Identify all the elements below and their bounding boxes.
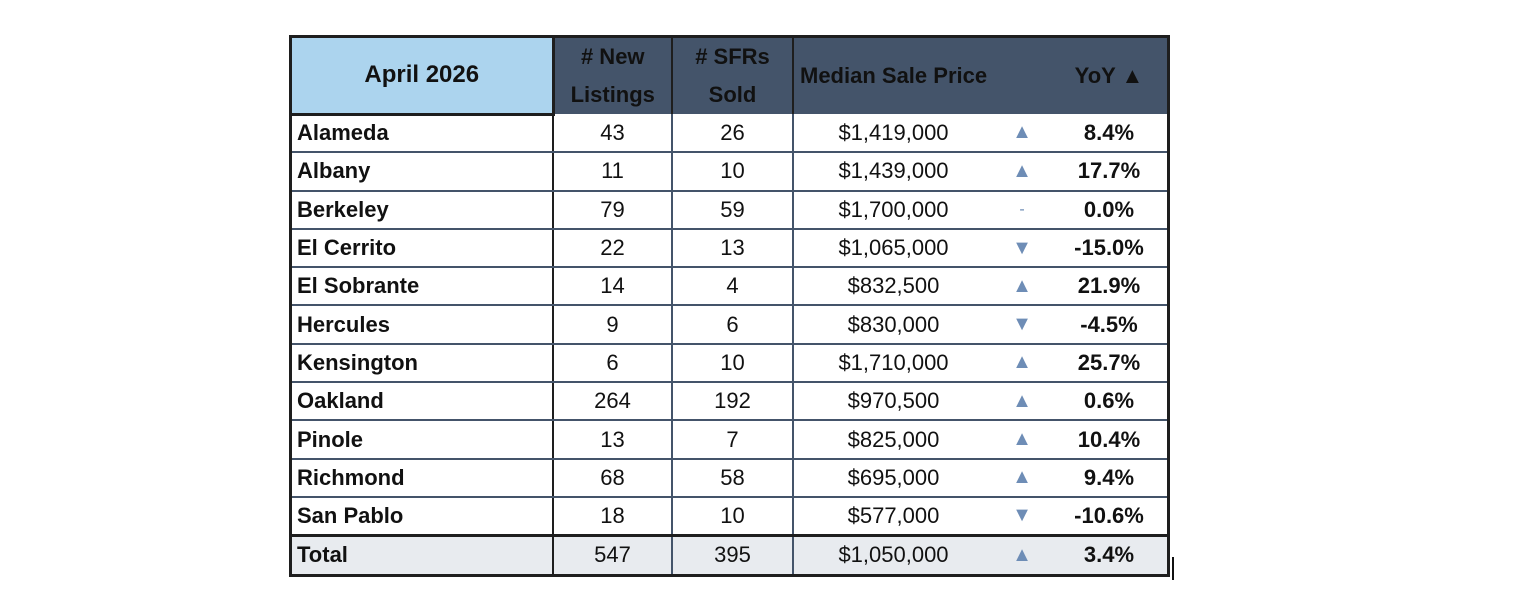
median-price-cell: $1,700,000 <box>793 190 993 230</box>
sfrs-sold-header-line1: # SFRs <box>695 44 770 69</box>
trend-arrow-icon: - <box>993 190 1051 230</box>
trend-arrow-icon: ▲ <box>993 535 1051 574</box>
trend-arrow-icon: ▲ <box>993 114 1051 154</box>
sfrs-sold-cell: 6 <box>672 305 794 345</box>
yoy-cell: 3.4% <box>1051 535 1167 574</box>
sfrs-sold-cell: 26 <box>672 114 794 154</box>
median-price-cell: $830,000 <box>793 305 993 345</box>
new-listings-cell: 9 <box>553 305 673 345</box>
sfrs-sold-header: # SFRs Sold <box>672 38 794 114</box>
trend-arrow-icon: ▼ <box>993 305 1051 345</box>
sfrs-sold-cell: 395 <box>672 535 794 574</box>
new-listings-cell: 547 <box>553 535 673 574</box>
new-listings-cell: 79 <box>553 190 673 230</box>
new-listings-cell: 13 <box>553 420 673 460</box>
new-listings-cell: 68 <box>553 458 673 498</box>
sfrs-sold-cell: 13 <box>672 228 794 269</box>
sfrs-sold-header-line2: Sold <box>708 82 757 107</box>
city-cell: Alameda <box>292 114 554 154</box>
new-listings-header: # New Listings <box>553 38 673 114</box>
yoy-cell: 0.0% <box>1051 190 1167 230</box>
new-listings-cell: 11 <box>553 152 673 192</box>
yoy-cell: 0.6% <box>1051 382 1167 422</box>
city-cell: Oakland <box>292 382 554 422</box>
table-row: Oakland 264 192 $970,500 ▲ 0.6% <box>292 382 1167 422</box>
sfrs-sold-cell: 59 <box>672 190 794 230</box>
city-cell: El Sobrante <box>292 267 554 307</box>
new-listings-cell: 22 <box>553 228 673 269</box>
new-listings-cell: 264 <box>553 382 673 422</box>
new-listings-header-line2: Listings <box>570 82 655 107</box>
text-cursor <box>1172 557 1174 580</box>
yoy-cell: 21.9% <box>1051 267 1167 307</box>
header-row: April 2026 # New Listings # SFRs Sold Me… <box>292 38 1167 116</box>
median-price-cell: $1,419,000 <box>793 114 993 154</box>
table-row: Richmond 68 58 $695,000 ▲ 9.4% <box>292 458 1167 498</box>
median-price-cell: $695,000 <box>793 458 993 498</box>
median-price-cell: $1,439,000 <box>793 152 993 192</box>
period-header: April 2026 <box>292 38 555 116</box>
table-row: Hercules 9 6 $830,000 ▼ -4.5% <box>292 305 1167 345</box>
city-cell: Total <box>292 535 554 574</box>
median-price-cell: $577,000 <box>793 496 993 537</box>
yoy-cell: 9.4% <box>1051 458 1167 498</box>
median-price-cell: $1,050,000 <box>793 535 993 574</box>
city-cell: Pinole <box>292 420 554 460</box>
city-cell: El Cerrito <box>292 228 554 269</box>
table-row: San Pablo 18 10 $577,000 ▼ -10.6% <box>292 496 1167 537</box>
sfrs-sold-cell: 10 <box>672 152 794 192</box>
sfrs-sold-cell: 10 <box>672 343 794 384</box>
median-price-cell: $970,500 <box>793 382 993 422</box>
city-cell: Albany <box>292 152 554 192</box>
new-listings-cell: 18 <box>553 496 673 537</box>
yoy-cell: -15.0% <box>1051 228 1167 269</box>
table-row: Berkeley 79 59 $1,700,000-0.0% <box>292 190 1167 230</box>
trend-arrow-icon: ▲ <box>993 267 1051 307</box>
trend-arrow-icon: ▼ <box>993 496 1051 537</box>
city-cell: Berkeley <box>292 190 554 230</box>
trend-arrow-icon: ▲ <box>993 343 1051 384</box>
new-listings-cell: 43 <box>553 114 673 154</box>
city-cell: San Pablo <box>292 496 554 537</box>
yoy-cell: 25.7% <box>1051 343 1167 384</box>
new-listings-cell: 14 <box>553 267 673 307</box>
city-cell: Hercules <box>292 305 554 345</box>
market-stats-table: April 2026 # New Listings # SFRs Sold Me… <box>289 35 1170 577</box>
new-listings-header-line1: # New <box>580 44 645 69</box>
yoy-cell: -4.5% <box>1051 305 1167 345</box>
table-row: El Cerrito 22 13 $1,065,000 ▼ -15.0% <box>292 228 1167 269</box>
table-row: El Sobrante 14 4 $832,500 ▲ 21.9% <box>292 267 1167 307</box>
table-body: Alameda 43 26 $1,419,000 ▲ 8.4% Albany 11 10 $1,4… <box>292 114 1167 574</box>
sfrs-sold-cell: 58 <box>672 458 794 498</box>
table-row: Alameda 43 26 $1,419,000 ▲ 8.4% <box>292 114 1167 154</box>
median-price-cell: $1,710,000 <box>793 343 993 384</box>
sfrs-sold-cell: 4 <box>672 267 794 307</box>
table-row: Albany 11 10 $1,439,000 ▲ 17.7% <box>292 152 1167 192</box>
trend-arrow-icon: ▲ <box>993 382 1051 422</box>
yoy-cell: 8.4% <box>1051 114 1167 154</box>
stats-table: April 2026 # New Listings # SFRs Sold Me… <box>292 38 1167 574</box>
total-row: Total 547 395 $1,050,000 ▲ 3.4% <box>292 535 1167 574</box>
median-sale-price-header: Median Sale Price <box>793 38 1051 114</box>
sfrs-sold-cell: 10 <box>672 496 794 537</box>
new-listings-cell: 6 <box>553 343 673 384</box>
city-cell: Richmond <box>292 458 554 498</box>
yoy-cell: -10.6% <box>1051 496 1167 537</box>
table-row: Pinole 13 7 $825,000 ▲ 10.4% <box>292 420 1167 460</box>
yoy-cell: 10.4% <box>1051 420 1167 460</box>
yoy-header: YoY ▲ <box>1051 38 1167 114</box>
sfrs-sold-cell: 7 <box>672 420 794 460</box>
median-price-cell: $832,500 <box>793 267 993 307</box>
table-row: Kensington 6 10 $1,710,000 ▲ 25.7% <box>292 343 1167 384</box>
trend-arrow-icon: ▲ <box>993 152 1051 192</box>
trend-arrow-icon: ▲ <box>993 458 1051 498</box>
median-price-cell: $1,065,000 <box>793 228 993 269</box>
sfrs-sold-cell: 192 <box>672 382 794 422</box>
city-cell: Kensington <box>292 343 554 384</box>
median-price-cell: $825,000 <box>793 420 993 460</box>
yoy-cell: 17.7% <box>1051 152 1167 192</box>
trend-arrow-icon: ▼ <box>993 228 1051 269</box>
trend-arrow-icon: ▲ <box>993 420 1051 460</box>
